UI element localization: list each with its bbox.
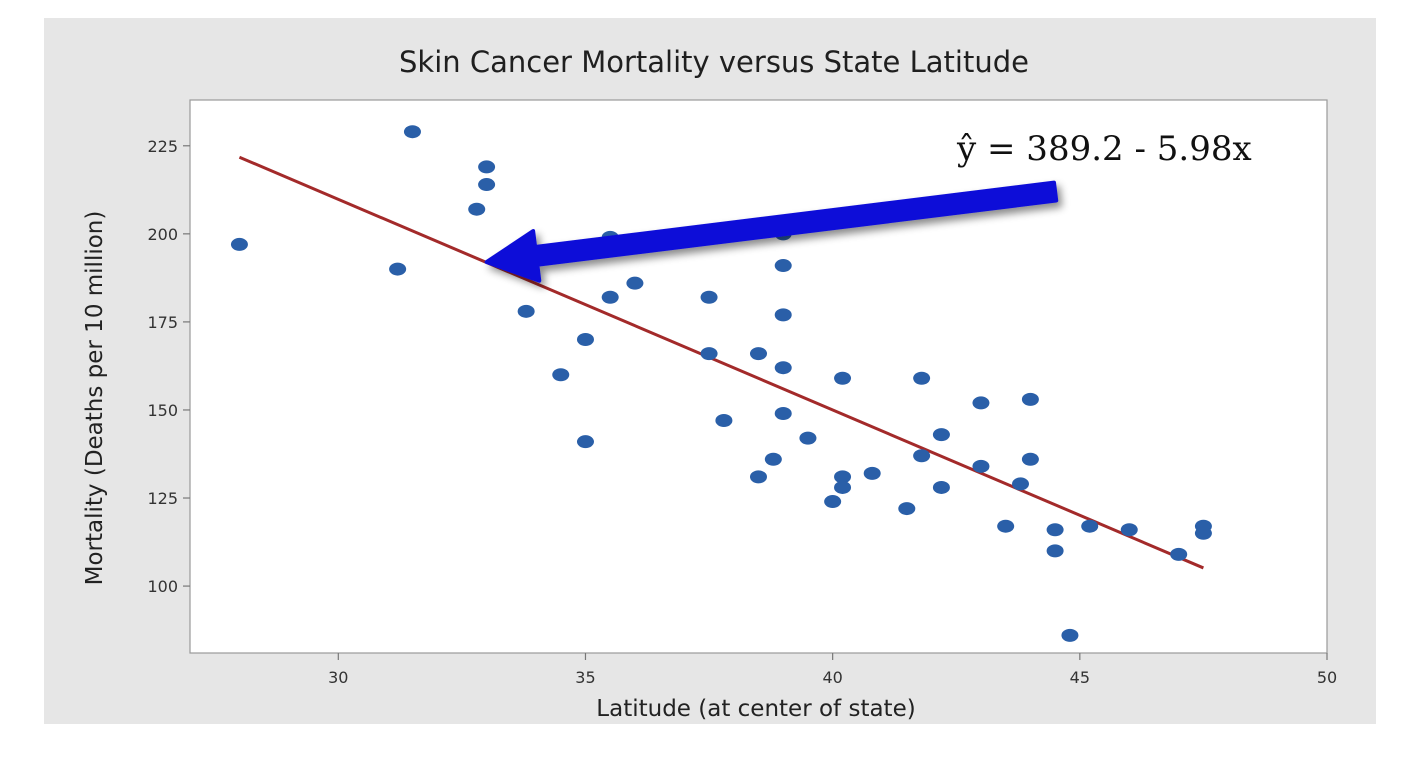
data-point [1012, 477, 1030, 491]
data-points [230, 125, 1212, 642]
y-tick-label: 200 [147, 225, 178, 244]
data-point [468, 202, 486, 216]
plot-area [189, 99, 1328, 654]
y-tick-label: 100 [147, 577, 178, 596]
scatter-chart: Skin Cancer Mortality versus State Latit… [82, 45, 1337, 722]
data-point [774, 308, 792, 322]
data-point [834, 371, 852, 385]
data-point [898, 502, 916, 516]
y-tick-label: 150 [147, 401, 178, 420]
data-point [1046, 523, 1064, 537]
data-point [478, 160, 496, 174]
x-axis-ticks: 30 35 40 45 50 [328, 653, 1337, 687]
data-point [1081, 519, 1099, 533]
data-point [1021, 452, 1039, 466]
data-point [403, 125, 421, 139]
data-point [1046, 544, 1064, 558]
data-point [997, 519, 1015, 533]
data-point [834, 480, 852, 494]
chart-frame: Skin Cancer Mortality versus State Latit… [44, 18, 1376, 724]
data-point [478, 178, 496, 192]
x-axis-title: Latitude (at center of state) [596, 696, 915, 722]
y-axis-ticks: 100 125 150 175 200 225 [147, 137, 190, 596]
y-tick-label: 225 [147, 137, 178, 156]
data-point [1061, 628, 1079, 642]
data-point [834, 470, 852, 484]
regression-line [238, 155, 1205, 570]
regression-line-group [238, 155, 1205, 570]
chart-title: Skin Cancer Mortality versus State Latit… [399, 45, 1029, 79]
data-point [230, 237, 248, 251]
annotation-arrow [484, 180, 1059, 283]
data-point [774, 406, 792, 420]
data-point [750, 470, 767, 484]
data-point [824, 495, 842, 509]
x-tick-label: 30 [328, 668, 348, 687]
data-point [1170, 547, 1188, 561]
data-point [750, 347, 767, 361]
data-point [932, 480, 950, 494]
data-point [1021, 392, 1039, 406]
data-point [1120, 523, 1138, 537]
regression-equation: ŷ = 389.2 - 5.98x [956, 129, 1252, 169]
data-point [863, 466, 881, 480]
data-point [576, 333, 594, 347]
data-point [913, 371, 931, 385]
data-point [799, 431, 817, 445]
data-point [700, 290, 718, 304]
data-point [517, 304, 535, 318]
data-point [601, 290, 619, 304]
data-point [626, 276, 644, 290]
data-point [774, 361, 792, 375]
data-point [552, 368, 570, 382]
data-point [913, 449, 931, 463]
data-point [576, 435, 594, 449]
x-tick-label: 40 [822, 668, 842, 687]
data-point [1194, 526, 1212, 540]
data-point [774, 259, 792, 273]
data-point [715, 414, 733, 428]
data-point [700, 347, 718, 361]
data-point [972, 396, 990, 410]
data-point [932, 428, 950, 442]
y-tick-label: 125 [147, 489, 178, 508]
data-point [972, 459, 990, 473]
x-tick-label: 45 [1070, 668, 1090, 687]
x-tick-label: 50 [1317, 668, 1337, 687]
data-point [389, 262, 407, 276]
annotation-arrow-group [484, 180, 1059, 283]
y-axis-title: Mortality (Deaths per 10 million) [82, 211, 108, 586]
data-point [764, 452, 782, 466]
y-tick-label: 175 [147, 313, 178, 332]
x-tick-label: 35 [575, 668, 595, 687]
